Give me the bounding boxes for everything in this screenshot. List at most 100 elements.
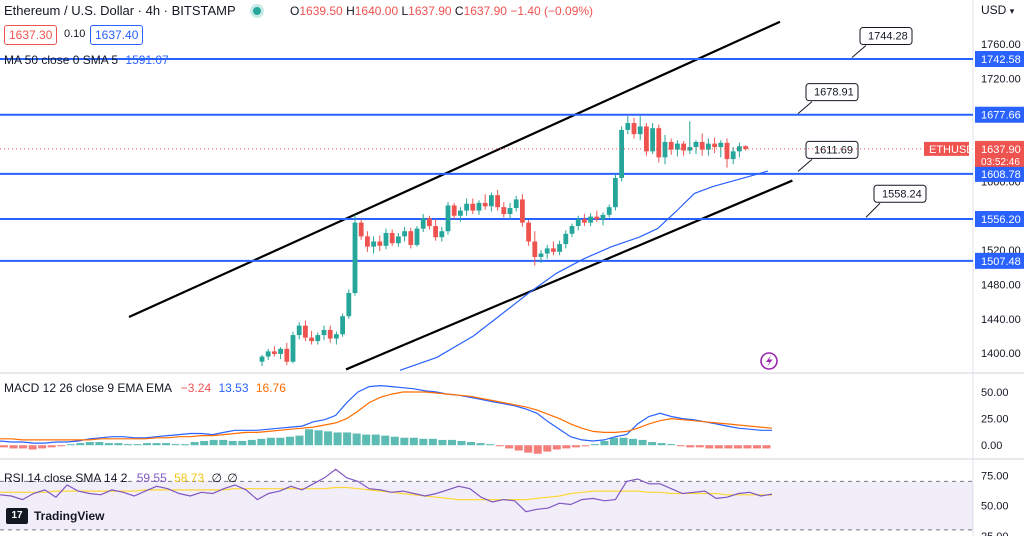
macd-hist-bar	[543, 445, 552, 452]
tradingview-logo[interactable]: 17 TradingView	[6, 508, 104, 524]
spread-value: 0.10	[64, 28, 86, 40]
candle-body	[699, 141, 705, 150]
macd-legend-label[interactable]: MACD 12 26 close 9 EMA EMA	[4, 381, 172, 395]
close-label: C	[454, 4, 464, 18]
ma-legend-label[interactable]: MA 50 close 0 SMA 5	[4, 53, 119, 67]
candles	[259, 116, 748, 366]
macd-hist-bar	[562, 445, 571, 449]
currency-selector[interactable]: USD ▾	[981, 3, 1014, 17]
current-price-tag-bg	[975, 140, 1024, 167]
macd-hist-bar	[495, 445, 504, 447]
macd-hist-bar	[600, 440, 609, 446]
macd-hist-bar	[133, 444, 142, 446]
candle-body	[470, 203, 476, 211]
buy-price-button[interactable]: 1637.40	[90, 25, 144, 45]
rsi-band	[0, 481, 973, 530]
level-price-tag-bg-2	[975, 165, 1024, 182]
macd-hist-bar	[438, 439, 447, 446]
candle-body	[724, 142, 730, 160]
candle-body	[489, 195, 494, 207]
macd-hist-bar	[85, 442, 94, 446]
macd-hist-bar	[219, 439, 228, 446]
rsi-pane: 25.00 50.00 75.00	[0, 468, 1009, 536]
callout-box	[805, 140, 859, 159]
candle-body	[675, 143, 680, 150]
candle-body	[414, 228, 420, 245]
rsi-ma-value: 58.73	[174, 471, 205, 485]
chevron-down-icon: ▾	[1009, 6, 1015, 16]
macd-signal-value: 16.76	[255, 381, 286, 395]
candle-body	[606, 207, 612, 215]
macd-hist-bar	[447, 439, 456, 446]
rsi-empty-value-2: ∅	[227, 471, 238, 485]
candle-body	[551, 248, 556, 252]
candle-body	[309, 337, 314, 342]
callout-label: 1744.28	[868, 31, 908, 43]
candle-body	[259, 356, 265, 362]
macd-hist-bar	[695, 445, 704, 448]
candle-body	[383, 232, 389, 246]
candle-body	[681, 143, 686, 151]
macd-hist-bar	[514, 445, 523, 451]
lightning-icon[interactable]	[760, 352, 778, 370]
low-label: L	[401, 4, 409, 18]
candle-body	[272, 351, 277, 354]
macd-hist-bar	[257, 438, 266, 446]
close-value: 1637.90	[463, 4, 507, 18]
macd-hist-bar	[333, 432, 342, 446]
level-price-tag-1: 1677.66	[981, 110, 1021, 122]
macd-hist-bar	[648, 442, 657, 446]
macd-hist-value: −3.24	[180, 381, 212, 395]
candle-body	[482, 202, 488, 207]
macd-hist-bar	[228, 440, 237, 446]
candle-body	[644, 126, 649, 152]
candle-body	[668, 141, 674, 150]
macd-hist-bar	[400, 437, 409, 446]
price-axis-tick: 1720.00	[981, 73, 1021, 85]
macd-hist-bar	[752, 445, 761, 449]
candle-body	[582, 219, 587, 223]
macd-hist-bar	[324, 431, 333, 446]
macd-hist-bar	[476, 443, 485, 446]
macd-hist-bar	[505, 445, 514, 449]
macd-hist-bar	[733, 445, 742, 449]
macd-hist-bar	[467, 442, 476, 446]
sell-price-button[interactable]: 1637.30	[4, 25, 58, 45]
candle-body	[656, 128, 662, 158]
candle-body	[371, 241, 376, 247]
candle-body	[439, 231, 445, 238]
candle-body	[706, 143, 711, 150]
level-price-tag-bg-1	[975, 106, 1024, 123]
candle-body	[532, 241, 538, 257]
candle-body	[737, 146, 742, 152]
candle-body	[420, 218, 426, 229]
rsi-legend-label[interactable]: RSI 14 close SMA 14 2	[4, 471, 128, 485]
candle-body	[458, 210, 463, 216]
callout-label: 1678.91	[814, 87, 854, 99]
level-price-tag-2: 1608.78	[981, 169, 1021, 181]
candle-body	[358, 222, 364, 237]
candle-body	[650, 128, 655, 152]
candle-body	[451, 205, 457, 216]
rsi-axis-tick: 50.00	[981, 501, 1009, 513]
callout-leader	[851, 45, 867, 58]
symbol-tag-text: ETHUSD	[929, 144, 974, 156]
candle-body	[278, 348, 283, 354]
macd-hist-bar	[486, 444, 495, 446]
macd-hist-bar	[95, 442, 104, 446]
candle-body	[520, 199, 525, 223]
macd-hist-bar	[142, 443, 151, 446]
symbol-title[interactable]: Ethereum / U.S. Dollar · 4h · BITSTAMP	[4, 3, 236, 18]
candle-body	[637, 126, 643, 135]
macd-hist-bar	[390, 436, 399, 446]
macd-hist-bar	[552, 445, 561, 450]
candle-body	[340, 316, 345, 335]
candle-body	[315, 335, 321, 342]
candle-body	[346, 293, 352, 317]
price-axis-tick: 1400.00	[981, 348, 1021, 360]
candle-body	[327, 329, 333, 339]
ohlc-readout: O1639.50 H1640.00 L1637.90 C1637.90 −1.4…	[290, 4, 593, 18]
trend-channel[interactable]	[128, 20, 793, 371]
candle-body	[433, 226, 438, 238]
